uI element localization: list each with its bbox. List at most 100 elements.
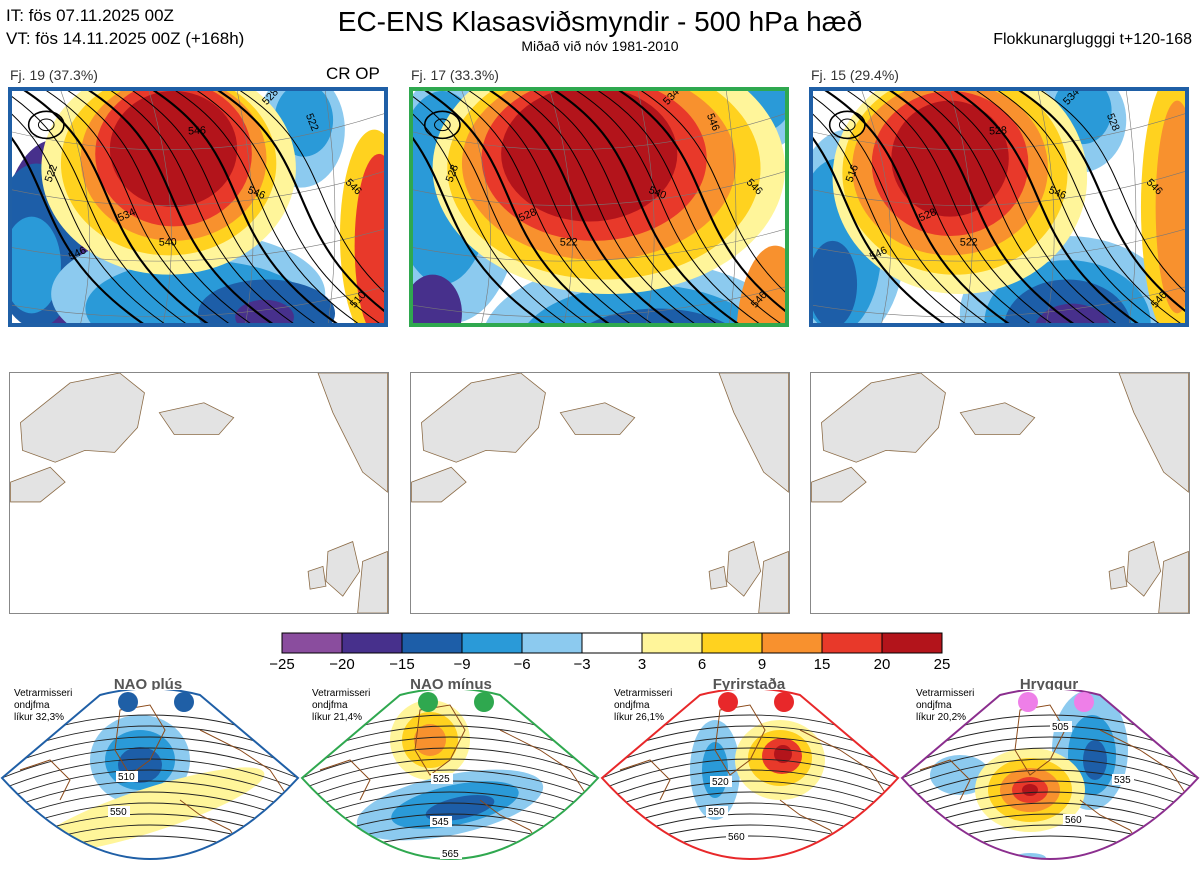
colorbar-bin bbox=[761, 632, 823, 654]
graticule-line bbox=[813, 113, 1185, 151]
landmass-ireland bbox=[307, 565, 327, 590]
colorbar-bin bbox=[641, 632, 703, 654]
colorbar-bin bbox=[881, 632, 943, 654]
height-contour-major bbox=[1018, 91, 1185, 312]
height-contour bbox=[511, 91, 695, 323]
regime-height-contour bbox=[902, 769, 1198, 806]
regime-center-dot bbox=[118, 692, 138, 712]
height-contour bbox=[196, 91, 381, 323]
graticule-line bbox=[813, 171, 1185, 206]
colorbar-bin bbox=[701, 632, 763, 654]
graticule-line bbox=[413, 171, 785, 206]
graticule-line bbox=[324, 91, 336, 323]
height-contour bbox=[846, 91, 1031, 323]
graticule-line bbox=[949, 91, 973, 323]
graticule-line bbox=[148, 91, 172, 323]
anomaly-colorbar bbox=[281, 632, 943, 654]
regime-anomaly-shading bbox=[414, 724, 446, 756]
height-contour bbox=[413, 113, 566, 323]
colorbar-tick-label: 15 bbox=[813, 656, 831, 673]
valid-time: VT: fös 14.11.2025 00Z (+168h) bbox=[6, 29, 245, 48]
cluster-2-secondary-map[interactable] bbox=[410, 372, 790, 614]
landmass-scandinavia bbox=[718, 373, 789, 493]
height-contour-major bbox=[488, 91, 675, 323]
regime-contour-label: 550 bbox=[110, 807, 127, 818]
regime-contour-label: 565 bbox=[442, 849, 459, 860]
cluster-1-map[interactable]: 522 528 534 540 546 546 522 510 546 546 bbox=[8, 87, 388, 327]
regime-frame bbox=[600, 690, 900, 860]
regime-coastline bbox=[1014, 704, 1066, 776]
regime-center-dot bbox=[1074, 692, 1094, 712]
landmass-british-isles bbox=[1126, 541, 1162, 597]
height-contour bbox=[67, 91, 251, 323]
regime-height-contour bbox=[602, 780, 898, 817]
regime-frame bbox=[0, 690, 300, 860]
regime-contour-label: 510 bbox=[118, 772, 135, 783]
graticule-line bbox=[1125, 91, 1137, 323]
regime-4-map[interactable]: 505 535 560 bbox=[900, 690, 1200, 870]
regime-2-title: NAO mínus bbox=[410, 676, 492, 693]
regime-center-dot bbox=[774, 692, 794, 712]
regime-height-contour bbox=[902, 780, 1198, 817]
landmass-scandinavia bbox=[1118, 373, 1189, 493]
height-contour bbox=[1040, 91, 1185, 293]
colorbar-bin bbox=[821, 632, 883, 654]
colorbar-tick-label: −9 bbox=[453, 656, 471, 673]
height-contour-major bbox=[618, 91, 785, 312]
colorbar-tick-label: 3 bbox=[637, 656, 647, 673]
regime-height-contour bbox=[2, 747, 298, 784]
regime-contour-label: 525 bbox=[433, 774, 450, 785]
anomaly-shading bbox=[1155, 100, 1185, 314]
regime-3-map[interactable]: 520 550 560 bbox=[600, 690, 900, 870]
landmass-iceland bbox=[158, 402, 235, 435]
regime-contour-label: 520 bbox=[712, 777, 729, 788]
contour-label: 528 bbox=[989, 125, 1008, 138]
contour-label: 528 bbox=[444, 163, 462, 184]
regime-coastline bbox=[19, 759, 71, 801]
regime-height-contour bbox=[602, 736, 898, 773]
height-contour bbox=[976, 91, 1160, 323]
regime-anomaly-shading bbox=[1022, 784, 1038, 796]
regime-height-contour bbox=[302, 769, 598, 806]
anomaly-shading bbox=[501, 91, 678, 222]
cluster-3-secondary-map[interactable] bbox=[810, 372, 1190, 614]
anomaly-shading bbox=[413, 274, 462, 323]
height-contour bbox=[110, 91, 294, 323]
height-contour-major bbox=[23, 91, 209, 323]
cluster-2-map[interactable]: 528 534 528 522 540 546 546 546 bbox=[409, 87, 789, 327]
height-contour bbox=[468, 91, 652, 323]
colorbar-tick-label: −15 bbox=[389, 656, 415, 673]
landmass-europe bbox=[758, 550, 789, 613]
graticule-line bbox=[413, 228, 785, 262]
anomaly-shading bbox=[12, 216, 61, 314]
cluster-1-secondary-map[interactable] bbox=[9, 372, 389, 614]
height-contour bbox=[576, 91, 760, 323]
low-center-contour bbox=[838, 118, 856, 132]
height-contour-major bbox=[87, 91, 274, 323]
regime-contour-label: 545 bbox=[432, 817, 449, 828]
regime-center-dot bbox=[1018, 692, 1038, 712]
regime-2-map[interactable]: 525 545 565 bbox=[300, 690, 600, 870]
graticule-line bbox=[725, 91, 737, 323]
height-contour-major bbox=[413, 137, 546, 323]
contour-label: 522 bbox=[960, 236, 978, 248]
regime-contour-label: 560 bbox=[1065, 815, 1082, 826]
cluster-3-map[interactable]: 516 534 528 522 546 546 528 546 546 528 bbox=[809, 87, 1189, 327]
contour-label: 540 bbox=[159, 236, 177, 248]
contour-label-bg bbox=[1063, 814, 1085, 825]
regime-frame bbox=[300, 690, 600, 860]
regime-height-contour bbox=[902, 747, 1198, 784]
height-contour bbox=[911, 91, 1095, 323]
landmass-north-america bbox=[811, 466, 867, 503]
landmass-british-isles bbox=[325, 541, 361, 597]
regime-height-contour bbox=[302, 747, 598, 784]
regime-coastline bbox=[714, 704, 766, 776]
colorbar-tick-label: 6 bbox=[697, 656, 707, 673]
colorbar-tick-label: 25 bbox=[933, 656, 951, 673]
height-contour bbox=[413, 96, 588, 323]
graticule-line bbox=[12, 171, 384, 206]
regime-anomaly-shading bbox=[35, 767, 265, 853]
graticule-line bbox=[60, 91, 91, 323]
regime-1-map[interactable]: 510 550 bbox=[0, 690, 300, 870]
regime-coastline bbox=[114, 704, 166, 776]
